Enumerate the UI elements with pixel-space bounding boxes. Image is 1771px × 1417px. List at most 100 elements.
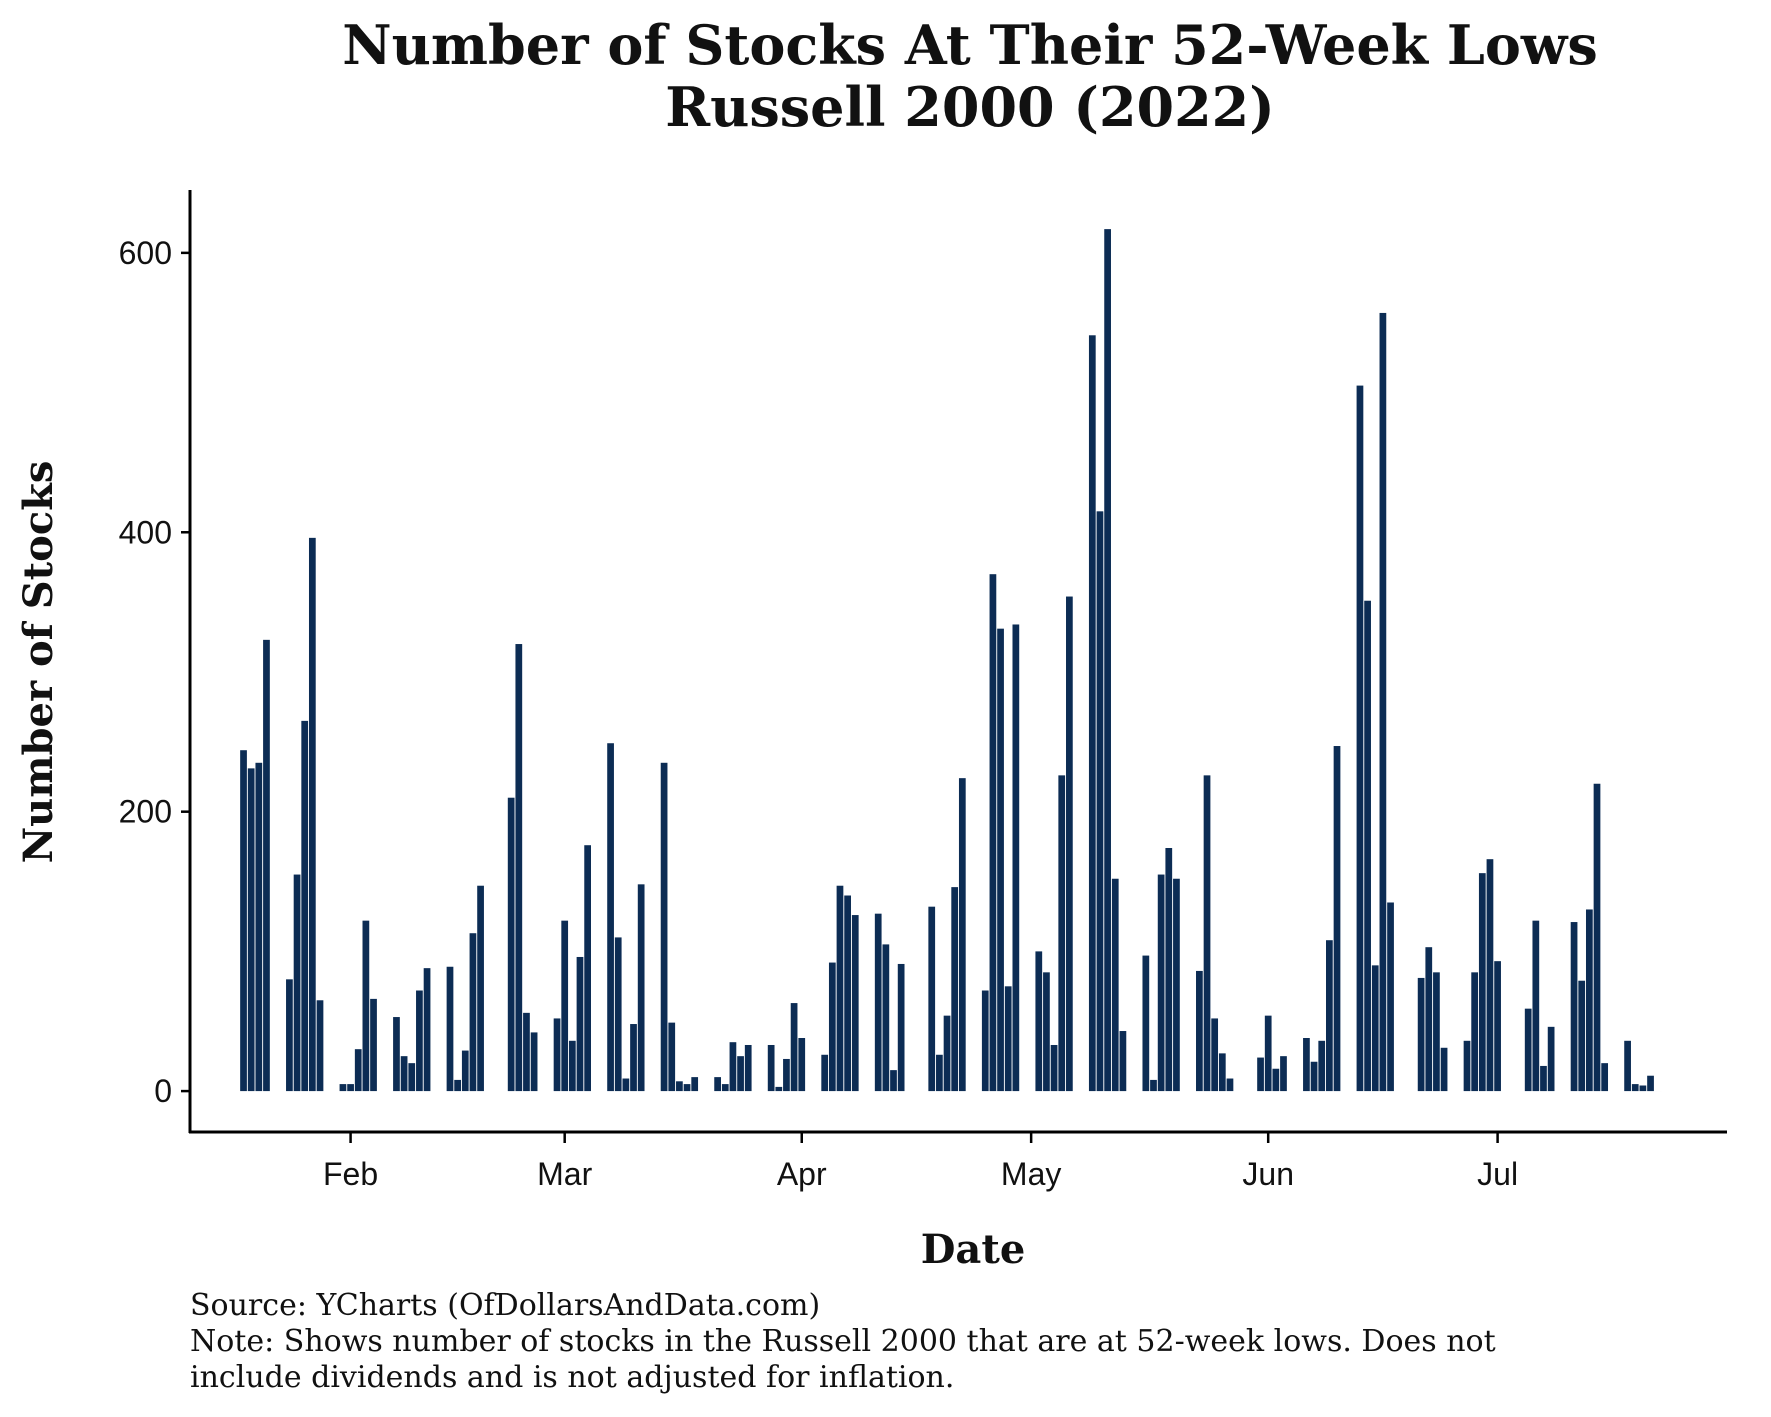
bar-2022-07-07 <box>1540 1065 1547 1092</box>
bar-2022-03-02 <box>568 1040 576 1092</box>
bar-2022-02-08 <box>400 1056 408 1092</box>
bar-2022-05-20 <box>1173 878 1180 1092</box>
bar-2022-06-24 <box>1440 1047 1448 1092</box>
bar-2022-02-17 <box>469 933 477 1092</box>
bar-2022-03-10 <box>630 1024 637 1092</box>
bar-2022-02-02 <box>354 1049 362 1092</box>
bar-2022-05-11 <box>1104 229 1111 1092</box>
bar-2022-01-24 <box>286 979 293 1092</box>
bar-2022-06-23 <box>1433 972 1440 1092</box>
bar-2022-04-21 <box>951 887 959 1092</box>
bar-2022-04-18 <box>928 906 936 1092</box>
bar-2022-05-27 <box>1226 1078 1234 1092</box>
bar-2022-04-06 <box>836 885 844 1092</box>
bar-2022-07-08 <box>1547 1026 1555 1092</box>
bar-2022-03-03 <box>576 956 584 1092</box>
bar-2022-05-13 <box>1119 1031 1127 1092</box>
bar-2022-05-05 <box>1058 775 1066 1092</box>
bar-2022-05-24 <box>1203 775 1211 1092</box>
bar-2022-05-31 <box>1257 1057 1264 1092</box>
x-axis-label: Date <box>921 1226 1026 1273</box>
bar-2022-03-31 <box>790 1003 798 1092</box>
bar-2022-02-01 <box>347 1084 354 1092</box>
bar-2022-04-04 <box>821 1054 829 1092</box>
bar-2022-07-21 <box>1647 1075 1654 1092</box>
bar-2022-05-16 <box>1142 955 1150 1092</box>
bar-2022-06-28 <box>1471 972 1479 1092</box>
bar-2022-06-08 <box>1318 1040 1326 1092</box>
bar-2022-05-19 <box>1165 848 1173 1092</box>
title-line-1: Number of Stocks At Their 52-Week Lows <box>342 13 1598 77</box>
y-tick-label: 600 <box>119 235 172 271</box>
bar-2022-07-14 <box>1593 783 1601 1092</box>
method-note-line-1: Note: Shows number of stocks in the Russ… <box>190 1324 1496 1359</box>
bar-2022-01-26 <box>301 720 309 1092</box>
bar-2022-01-19 <box>247 768 255 1092</box>
bar-2022-05-04 <box>1050 1044 1058 1092</box>
bar-2022-04-13 <box>890 1070 897 1092</box>
bar-2022-06-13 <box>1356 385 1364 1092</box>
bar-2022-02-25 <box>530 1032 538 1092</box>
bar-2022-07-05 <box>1524 1008 1532 1092</box>
bar-2022-06-21 <box>1417 977 1425 1092</box>
bar-2022-03-09 <box>622 1078 630 1092</box>
bar-2022-04-14 <box>897 963 905 1092</box>
bar-2022-02-07 <box>393 1017 400 1092</box>
x-ticks-group: Feb Mar Apr May Jun Jul <box>323 1133 1518 1192</box>
bar-2022-06-07 <box>1310 1061 1318 1092</box>
bar-2022-02-24 <box>523 1012 530 1092</box>
bar-2022-02-15 <box>454 1079 461 1092</box>
bar-2022-03-14 <box>660 762 668 1092</box>
bar-2022-04-27 <box>997 628 1004 1092</box>
bar-2022-05-09 <box>1088 335 1096 1092</box>
bars-group <box>240 229 1662 1092</box>
bar-2022-05-06 <box>1066 596 1073 1092</box>
bar-2022-04-01 <box>798 1038 806 1092</box>
bar-2022-07-12 <box>1578 980 1586 1092</box>
bar-2022-02-10 <box>416 990 423 1092</box>
bar-2022-02-09 <box>408 1063 416 1092</box>
x-tick-label: Jul <box>1477 1156 1518 1192</box>
bar-2022-03-24 <box>737 1056 744 1092</box>
bar-2022-06-01 <box>1264 1015 1272 1092</box>
bar-2022-04-25 <box>981 990 989 1092</box>
bar-2022-03-21 <box>714 1077 721 1092</box>
bar-2022-02-04 <box>370 998 377 1092</box>
bar-2022-06-03 <box>1280 1056 1287 1092</box>
bar-2022-06-17 <box>1387 902 1394 1092</box>
bar-2022-05-18 <box>1157 874 1165 1092</box>
bar-2022-07-18 <box>1624 1040 1631 1092</box>
bar-2022-06-16 <box>1379 312 1387 1092</box>
bar-2022-02-14 <box>446 966 454 1092</box>
bar-2022-04-28 <box>1004 986 1012 1092</box>
bar-2022-02-03 <box>362 920 370 1092</box>
bar-2022-01-25 <box>293 874 301 1092</box>
bar-2022-01-28 <box>316 1000 324 1092</box>
bar-2022-06-22 <box>1425 947 1433 1092</box>
bar-2022-03-22 <box>721 1084 729 1092</box>
bar-chart: 0 200 400 600 Feb Mar Apr May Jun Jul Number of … <box>15 190 1727 1273</box>
bar-2022-03-07 <box>607 743 614 1092</box>
bar-2022-07-06 <box>1532 920 1540 1092</box>
y-axis-label: Number of Stocks <box>15 461 62 864</box>
title-line-2: Russell 2000 (2022) <box>665 75 1275 139</box>
bar-2022-07-19 <box>1631 1084 1639 1092</box>
y-tick-label: 400 <box>119 514 172 550</box>
bar-2022-06-27 <box>1463 1040 1471 1092</box>
bar-2022-05-10 <box>1096 511 1104 1092</box>
bar-2022-02-22 <box>507 797 515 1092</box>
bar-2022-04-22 <box>958 778 966 1092</box>
bar-2022-03-18 <box>691 1077 699 1092</box>
bar-2022-02-23 <box>515 644 523 1092</box>
bar-2022-04-26 <box>989 574 997 1092</box>
y-tick-label: 0 <box>154 1073 172 1109</box>
bar-2022-06-10 <box>1333 746 1341 1092</box>
bar-2022-06-06 <box>1303 1038 1310 1092</box>
bar-2022-03-08 <box>614 937 622 1092</box>
method-note-line-2: include dividends and is not adjusted fo… <box>190 1360 955 1395</box>
bar-2022-02-11 <box>423 968 431 1092</box>
bar-2022-04-12 <box>882 944 890 1092</box>
bar-2022-05-26 <box>1218 1053 1226 1092</box>
bar-2022-07-20 <box>1639 1085 1647 1092</box>
bar-2022-05-17 <box>1150 1079 1157 1092</box>
